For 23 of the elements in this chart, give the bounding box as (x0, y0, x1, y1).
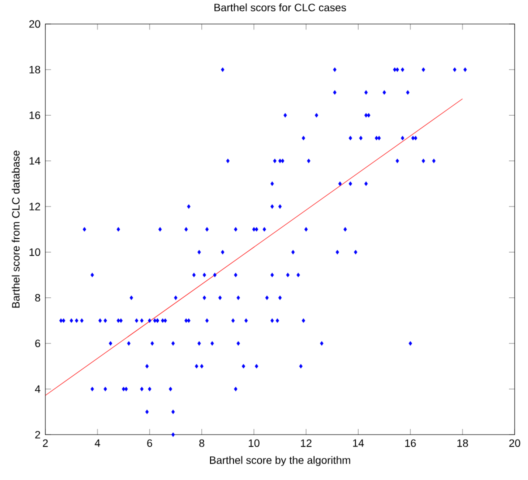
x-tick-label: 10 (248, 439, 260, 447)
x-tick-label: 20 (509, 439, 520, 447)
x-tick-label: 4 (94, 439, 100, 447)
y-tick-label: 8 (35, 294, 40, 302)
x-tick-label: 18 (457, 439, 468, 447)
x-tick-label: 2 (42, 439, 48, 447)
y-tick-label: 18 (30, 66, 40, 74)
y-tick-label: 16 (30, 111, 40, 120)
y-tick-label: 14 (30, 157, 40, 165)
x-axis-title: Barthel score by the algorithm (210, 456, 350, 466)
y-tick-label: 10 (30, 248, 40, 256)
x-tick-label: 8 (199, 439, 204, 447)
chart-title: Barthel scors for CLC cases (214, 3, 346, 12)
x-tick-label: 12 (300, 439, 312, 447)
x-tick-label: 16 (405, 439, 416, 447)
x-tick-label: 6 (147, 439, 152, 447)
y-axis-title: Barthel score from CLC database (12, 150, 20, 308)
y-tick-label: 12 (30, 202, 40, 210)
y-tick-label: 4 (34, 385, 40, 393)
y-tick-label: 20 (29, 20, 40, 28)
y-tick-label: 6 (35, 340, 40, 348)
y-tick-label: 2 (35, 430, 40, 438)
x-tick-label: 14 (353, 439, 364, 447)
